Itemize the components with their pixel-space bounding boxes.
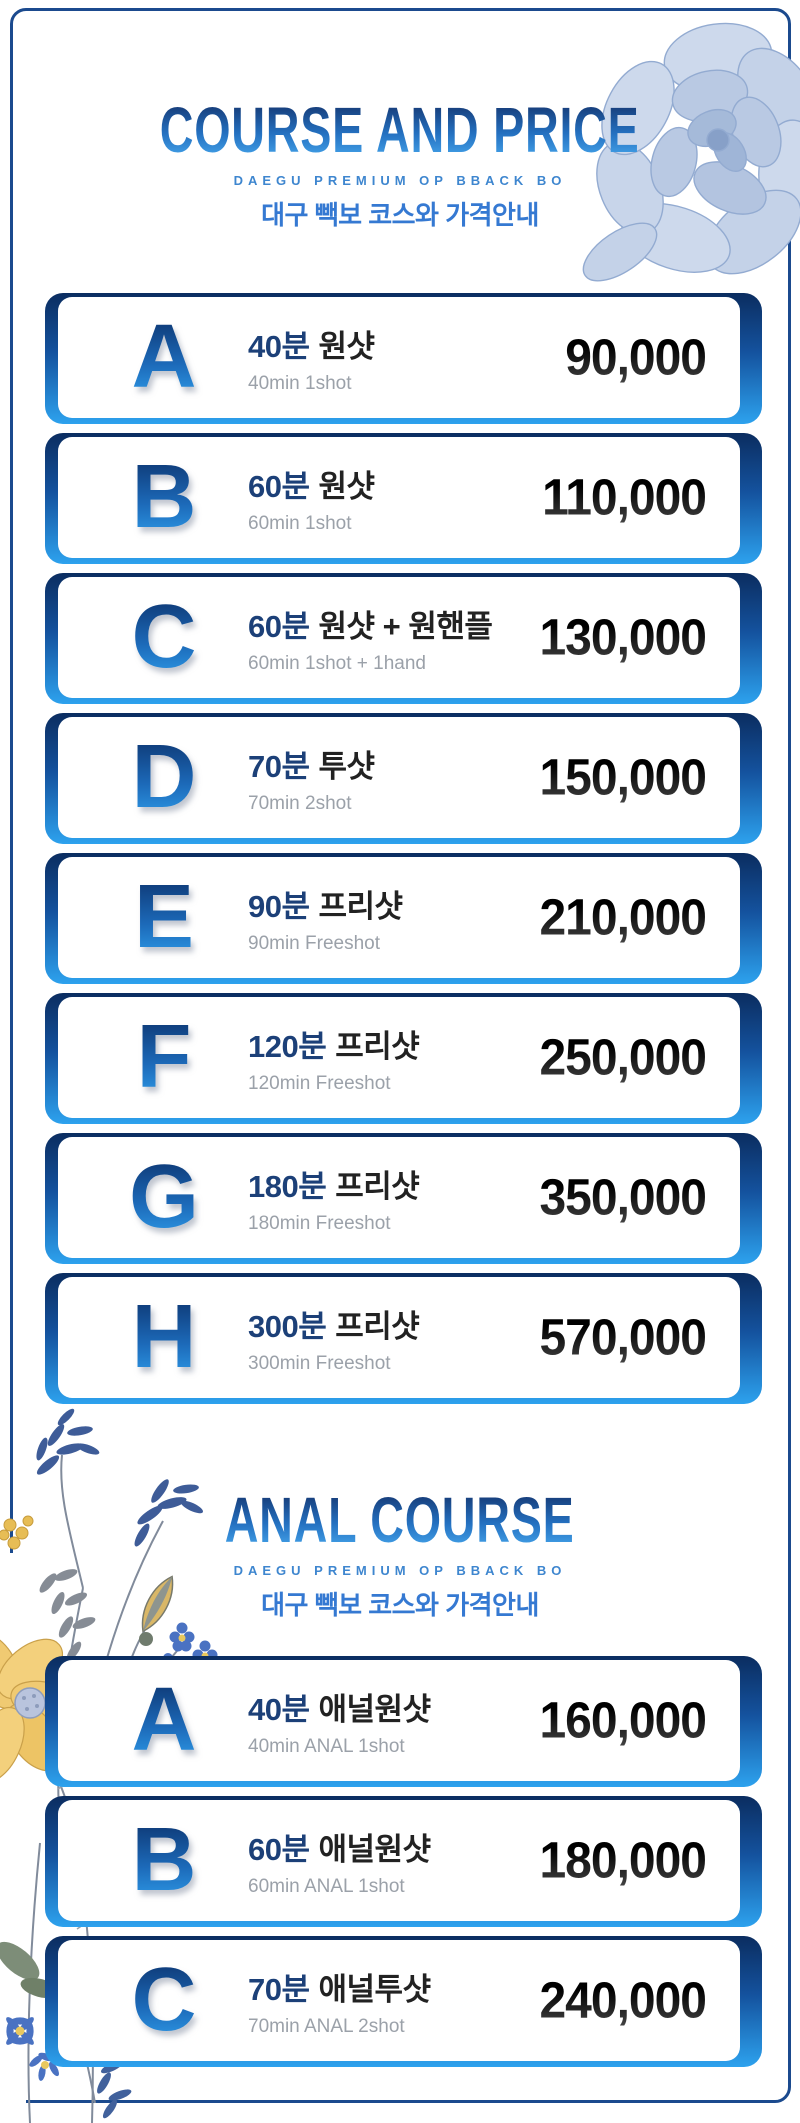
course-card-panel: D 70분 투샷 70min 2shot 150,000 xyxy=(58,717,740,838)
course-card-panel: C 60분 원샷 + 원핸플 60min 1shot + 1hand 130,00… xyxy=(58,577,740,698)
course-duration-kr: 70분 xyxy=(248,748,310,784)
course-name-kr: 프리샷 xyxy=(335,1308,420,1344)
course-card-panel: B 60분 원샷 60min 1shot 110,000 xyxy=(58,437,740,558)
course-name-block: 180분 프리샷 180min Freeshot xyxy=(248,1161,420,1235)
course-price: 570,000 xyxy=(539,1309,707,1366)
course-card: A 40분 애널원샷 40min ANAL 1shot 160,000 xyxy=(45,1656,762,1787)
course-card-panel: F 120분 프리샷 120min Freeshot 250,000 xyxy=(58,997,740,1118)
section-tagline: DAEGU PREMIUM OP BBACK BO xyxy=(233,1563,567,1578)
section-subtitle-kr: 대구 빽보 코스와 가격안내 xyxy=(261,200,539,230)
course-price: 90,000 xyxy=(565,329,707,386)
course-name-kr: 애널투샷 xyxy=(318,1971,432,2007)
course-duration-kr: 60분 xyxy=(248,1831,310,1867)
course-duration-kr: 180분 xyxy=(248,1168,327,1204)
course-letter: G xyxy=(108,1137,220,1258)
course-price: 250,000 xyxy=(539,1029,707,1086)
course-card-panel: H 300분 프리샷 300min Freeshot 570,000 xyxy=(58,1277,740,1398)
course-letter: A xyxy=(108,297,220,418)
course-card: F 120분 프리샷 120min Freeshot 250,000 xyxy=(45,993,762,1124)
course-letter: E xyxy=(108,857,220,978)
course-card: H 300분 프리샷 300min Freeshot 570,000 xyxy=(45,1273,762,1404)
course-card: B 60분 원샷 60min 1shot 110,000 xyxy=(45,433,762,564)
course-name-block: 70분 투샷 70min 2shot xyxy=(248,741,375,815)
course-price: 350,000 xyxy=(539,1169,707,1226)
course-card: B 60분 애널원샷 60min ANAL 1shot 180,000 xyxy=(45,1796,762,1927)
course-card: C 60분 원샷 + 원핸플 60min 1shot + 1hand 130,00… xyxy=(45,573,762,704)
course-price: 160,000 xyxy=(539,1692,707,1749)
course-duration-kr: 300분 xyxy=(248,1308,327,1344)
course-duration-kr: 40분 xyxy=(248,1691,310,1727)
course-name-en: 120min Freeshot xyxy=(248,1072,391,1094)
course-name-block: 300분 프리샷 300min Freeshot xyxy=(248,1301,420,1375)
rose-illustration xyxy=(582,22,800,282)
course-letter: B xyxy=(108,437,220,558)
course-card: E 90분 프리샷 90min Freeshot 210,000 xyxy=(45,853,762,984)
course-card-panel: E 90분 프리샷 90min Freeshot 210,000 xyxy=(58,857,740,978)
course-name-kr: 프리샷 xyxy=(335,1168,420,1204)
course-name-block: 120분 프리샷 120min Freeshot xyxy=(248,1021,420,1095)
section-tagline: DAEGU PREMIUM OP BBACK BO xyxy=(233,173,567,188)
course-name-kr: 투샷 xyxy=(318,748,376,784)
course-letter: D xyxy=(108,717,220,838)
course-name-block: 60분 원샷 60min 1shot xyxy=(248,461,375,535)
course-name-en: 60min 1shot xyxy=(248,512,352,534)
course-name-en: 70min ANAL 2shot xyxy=(248,2015,405,2037)
course-price: 110,000 xyxy=(542,469,707,526)
course-name-en: 40min ANAL 1shot xyxy=(248,1735,405,1757)
section-header-anal: ANAL COURSE DAEGU PREMIUM OP BBACK BO 대구… xyxy=(0,1488,800,1622)
course-name-block: 60분 애널원샷 60min ANAL 1shot xyxy=(248,1824,431,1898)
course-card-panel: C 70분 애널투샷 70min ANAL 2shot 240,000 xyxy=(58,1940,740,2061)
course-card-panel: A 40분 원샷 40min 1shot 90,000 xyxy=(58,297,740,418)
course-name-en: 40min 1shot xyxy=(248,372,352,394)
course-name-kr: 프리샷 xyxy=(318,888,404,924)
course-name-kr: 원샷 xyxy=(318,328,376,364)
course-duration-kr: 60분 xyxy=(248,468,310,504)
course-letter: B xyxy=(108,1800,220,1921)
course-name-kr: 애널원샷 xyxy=(318,1831,432,1867)
course-card: G 180분 프리샷 180min Freeshot 350,000 xyxy=(45,1133,762,1264)
course-price: 240,000 xyxy=(539,1972,707,2029)
course-duration-kr: 90분 xyxy=(248,888,310,924)
course-duration-kr: 40분 xyxy=(248,328,310,364)
course-name-kr: 원샷 xyxy=(318,468,376,504)
course-card: D 70분 투샷 70min 2shot 150,000 xyxy=(45,713,762,844)
course-letter: C xyxy=(108,577,220,698)
page-frame-border xyxy=(10,8,791,2103)
course-card-panel: A 40분 애널원샷 40min ANAL 1shot 160,000 xyxy=(58,1660,740,1781)
section-title: ANAL COURSE xyxy=(225,1484,575,1556)
course-card-panel: G 180분 프리샷 180min Freeshot 350,000 xyxy=(58,1137,740,1258)
course-name-kr: 원샷 + 원핸플 xyxy=(318,608,493,644)
course-letter: F xyxy=(108,997,220,1118)
course-letter: C xyxy=(108,1940,220,2061)
course-price: 130,000 xyxy=(539,609,707,666)
section-header-main: COURSE AND PRICE DAEGU PREMIUM OP BBACK … xyxy=(0,98,800,232)
course-card: C 70분 애널투샷 70min ANAL 2shot 240,000 xyxy=(45,1936,762,2067)
course-name-en: 60min ANAL 1shot xyxy=(248,1875,405,1897)
course-letter: A xyxy=(108,1660,220,1781)
course-letter: H xyxy=(108,1277,220,1398)
course-name-block: 90분 프리샷 90min Freeshot xyxy=(248,881,403,955)
course-price: 150,000 xyxy=(539,749,707,806)
course-card-panel: B 60분 애널원샷 60min ANAL 1shot 180,000 xyxy=(58,1800,740,1921)
section-subtitle-kr: 대구 빽보 코스와 가격안내 xyxy=(261,1590,539,1620)
course-name-block: 70분 애널투샷 70min ANAL 2shot xyxy=(248,1964,431,2038)
course-name-block: 40분 원샷 40min 1shot xyxy=(248,321,375,395)
course-name-kr: 애널원샷 xyxy=(318,1691,432,1727)
course-duration-kr: 60분 xyxy=(248,608,310,644)
course-card: A 40분 원샷 40min 1shot 90,000 xyxy=(45,293,762,424)
course-name-block: 60분 원샷 + 원핸플 60min 1shot + 1hand xyxy=(248,601,493,675)
course-name-en: 180min Freeshot xyxy=(248,1212,391,1234)
course-name-en: 60min 1shot + 1hand xyxy=(248,652,426,674)
course-name-en: 300min Freeshot xyxy=(248,1352,391,1374)
course-price: 180,000 xyxy=(539,1832,707,1889)
course-duration-kr: 120분 xyxy=(248,1028,327,1064)
course-name-kr: 프리샷 xyxy=(335,1028,420,1064)
course-name-block: 40분 애널원샷 40min ANAL 1shot xyxy=(248,1684,431,1758)
course-price: 210,000 xyxy=(539,889,707,946)
course-name-en: 70min 2shot xyxy=(248,792,352,814)
course-name-en: 90min Freeshot xyxy=(248,932,381,954)
course-duration-kr: 70분 xyxy=(248,1971,310,2007)
section-title: COURSE AND PRICE xyxy=(160,94,640,166)
